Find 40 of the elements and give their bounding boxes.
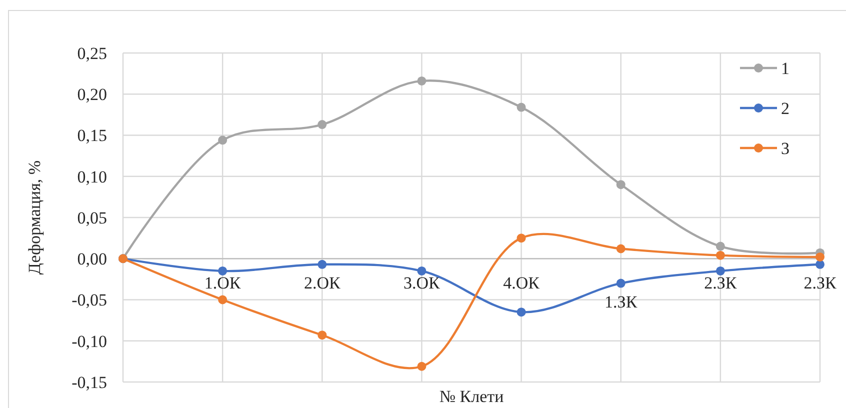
x-tick-label: 2.ЗК [804,274,837,293]
y-tick-label: -0,10 [72,332,107,351]
point [218,295,228,304]
point [417,76,426,86]
point [716,250,725,260]
point [318,120,327,130]
x-tick-label: 1.ЗК [604,292,638,312]
y-tick-label: -0,15 [72,372,107,392]
x-axis-title: № Клети [439,387,504,406]
y-axis-title: Деформация, % [25,160,44,275]
point [516,234,526,243]
x-tick-label: 2.ЗК [704,274,738,293]
legend-label: 1 [781,58,790,78]
x-tick-label: 1.ОК [204,274,242,293]
legend-label: 2 [781,98,790,118]
point [616,180,626,190]
point [218,136,228,145]
point [218,266,228,276]
point [516,308,526,317]
y-tick-label: 0,00 [77,250,107,269]
point [616,278,626,288]
point [417,362,426,371]
point [716,266,725,276]
y-tick-label: 0,25 [77,44,107,63]
point [716,242,725,251]
x-tick-label: 4.ОК [503,274,540,293]
x-tick-label: 2.ОК [304,274,341,293]
point [516,102,526,112]
x-tick-label: 3.ОК [404,274,441,293]
y-tick-label: -0,05 [72,290,107,310]
y-tick-label: 0,20 [77,85,107,104]
point [318,260,327,269]
y-tick-label: 0,10 [77,167,107,186]
point [816,252,824,262]
point [318,330,327,340]
y-tick-label: 0,05 [77,208,107,228]
legend-label: 3 [781,138,790,158]
point [616,244,626,254]
point [417,266,426,276]
y-tick-label: 0,15 [77,126,107,146]
